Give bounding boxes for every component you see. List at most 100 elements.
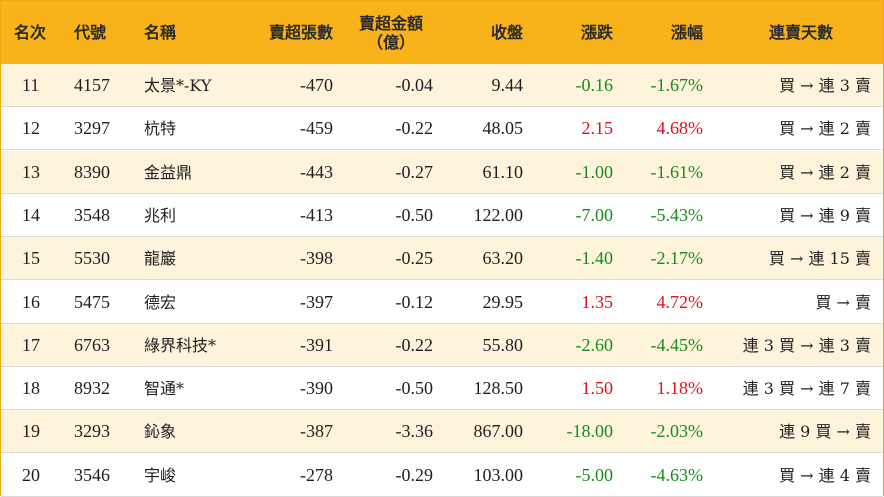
cell-net-sell-amount: -0.25 <box>395 248 434 269</box>
cell-close: 29.95 <box>482 291 524 312</box>
cell-close: 48.05 <box>482 118 524 139</box>
cell-name: 宇峻 <box>144 465 177 485</box>
cell-consecutive-days: 連 9 買 → 賣 <box>779 422 871 442</box>
cell-change-pct: -1.67% <box>650 75 704 95</box>
cell-rank: 20 <box>22 464 40 485</box>
cell-close: 103.00 <box>473 464 524 485</box>
cell-change: 2.15 <box>581 118 614 139</box>
table-row: 20 3546 宇峻 -278 -0.29 103.00 -5.00 -4.63% 買 → 連 … <box>1 453 883 497</box>
cell-close: 63.20 <box>482 248 524 269</box>
header-change: 漲跌 <box>580 23 613 42</box>
cell-code: 5475 <box>74 291 110 312</box>
cell-change-pct: -1.61% <box>650 161 704 182</box>
table-header: 名次 代號 名稱 賣超張數 賣超金額 （億） 收盤 漲跌 漲幅 連賣天數 <box>1 1 883 64</box>
cell-change: -1.40 <box>575 248 614 269</box>
cell-change: 1.50 <box>581 378 614 399</box>
cell-net-sell-lots: -391 <box>300 334 333 355</box>
cell-consecutive-days: 買 → 連 9 賣 <box>779 205 871 225</box>
cell-rank: 12 <box>22 118 40 139</box>
cell-name: 鈊象 <box>144 422 177 442</box>
header-net-sell-amount-line1: 賣超金額 <box>358 13 423 33</box>
header-consecutive-days: 連賣天數 <box>768 23 833 42</box>
table-row: 18 8932 智通* -390 -0.50 128.50 1.50 1.18% 連 3 買 →… <box>1 367 883 411</box>
cell-close: 867.00 <box>473 421 524 442</box>
header-net-sell-amount-line2: （億） <box>366 32 415 52</box>
header-net-sell-lots: 賣超張數 <box>268 23 333 42</box>
cell-net-sell-lots: -470 <box>300 75 333 95</box>
cell-code: 3297 <box>74 118 110 139</box>
cell-name: 金益鼎 <box>144 162 193 182</box>
cell-change-pct: -2.03% <box>650 421 704 442</box>
cell-change-pct: -2.17% <box>650 248 704 269</box>
table-row: 12 3297 杭特 -459 -0.22 48.05 2.15 4.68% 買 → 連 2 賣 <box>1 107 883 151</box>
cell-net-sell-lots: -387 <box>300 421 333 442</box>
cell-name: 綠界科技* <box>144 335 217 355</box>
cell-change: -5.00 <box>575 464 614 485</box>
cell-name: 德宏 <box>144 292 177 312</box>
cell-change-pct: -4.45% <box>650 334 704 355</box>
cell-consecutive-days: 買 → 連 15 賣 <box>768 249 871 269</box>
cell-net-sell-lots: -413 <box>300 204 333 225</box>
header-rank: 名次 <box>14 23 47 42</box>
header-code: 代號 <box>74 23 107 42</box>
cell-net-sell-amount: -0.50 <box>395 204 434 225</box>
cell-change: 1.35 <box>581 291 614 312</box>
cell-consecutive-days: 買 → 連 2 賣 <box>779 119 871 139</box>
cell-code: 8932 <box>74 378 110 399</box>
cell-rank: 16 <box>22 291 40 312</box>
cell-change-pct: 4.72% <box>656 291 704 312</box>
cell-rank: 11 <box>22 75 40 95</box>
cell-rank: 15 <box>22 248 40 269</box>
cell-net-sell-amount: -0.27 <box>395 161 434 182</box>
cell-name: 兆利 <box>144 205 177 225</box>
cell-change-pct: 1.18% <box>656 378 704 399</box>
cell-close: 61.10 <box>482 161 524 182</box>
header-name: 名稱 <box>144 23 177 42</box>
cell-change-pct: -5.43% <box>650 204 704 225</box>
cell-name: 龍巖 <box>144 249 177 269</box>
cell-consecutive-days: 連 3 買 → 連 3 賣 <box>742 335 871 355</box>
cell-rank: 18 <box>22 378 40 399</box>
cell-net-sell-lots: -398 <box>300 248 333 269</box>
cell-rank: 19 <box>22 421 40 442</box>
table-row: 13 8390 金益鼎 -443 -0.27 61.10 -1.00 -1.61% 買 → 連 … <box>1 150 883 194</box>
cell-net-sell-lots: -278 <box>300 464 333 485</box>
cell-change-pct: 4.68% <box>656 118 704 139</box>
cell-net-sell-lots: -443 <box>300 161 333 182</box>
cell-code: 3546 <box>74 464 110 485</box>
cell-net-sell-amount: -0.12 <box>395 291 434 312</box>
cell-rank: 17 <box>22 334 40 355</box>
cell-net-sell-lots: -397 <box>300 291 333 312</box>
cell-rank: 14 <box>22 204 40 225</box>
header-net-sell-amount: 賣超金額 （億） <box>341 1 441 64</box>
cell-net-sell-amount: -0.50 <box>395 378 434 399</box>
cell-code: 8390 <box>74 161 110 182</box>
cell-consecutive-days: 連 3 買 → 連 7 賣 <box>742 379 871 399</box>
cell-change: -7.00 <box>575 204 614 225</box>
table-row: 14 3548 兆利 -413 -0.50 122.00 -7.00 -5.43% 買 → 連 … <box>1 193 883 237</box>
cell-name: 杭特 <box>144 119 177 139</box>
cell-close: 122.00 <box>473 204 524 225</box>
cell-net-sell-amount: -0.04 <box>395 75 434 95</box>
table-row: 15 5530 龍巖 -398 -0.25 63.20 -1.40 -2.17% 買 → 連 1… <box>1 237 883 281</box>
cell-name: 智通* <box>144 379 185 399</box>
table-row: 16 5475 德宏 -397 -0.12 29.95 1.35 4.72% 買 → 賣 <box>1 280 883 324</box>
cell-net-sell-lots: -459 <box>300 118 333 139</box>
cell-consecutive-days: 買 → 連 3 賣 <box>779 76 871 95</box>
cell-net-sell-amount: -3.36 <box>395 421 434 442</box>
cell-rank: 13 <box>22 161 40 182</box>
cell-code: 4157 <box>74 75 110 95</box>
cell-change: -1.00 <box>575 161 614 182</box>
cell-consecutive-days: 買 → 連 4 賣 <box>779 465 871 485</box>
cell-close: 55.80 <box>482 334 524 355</box>
cell-change-pct: -4.63% <box>650 464 704 485</box>
cell-net-sell-amount: -0.22 <box>395 118 434 139</box>
cell-code: 3548 <box>74 204 110 225</box>
table-row: 11 4157 太景*-KY -470 -0.04 9.44 -0.16 -1.67% 買 → … <box>1 64 883 107</box>
cell-net-sell-amount: -0.29 <box>395 464 434 485</box>
cell-close: 128.50 <box>473 378 524 399</box>
header-close: 收盤 <box>490 23 523 42</box>
cell-change: -18.00 <box>566 421 614 442</box>
cell-code: 3293 <box>74 421 110 442</box>
